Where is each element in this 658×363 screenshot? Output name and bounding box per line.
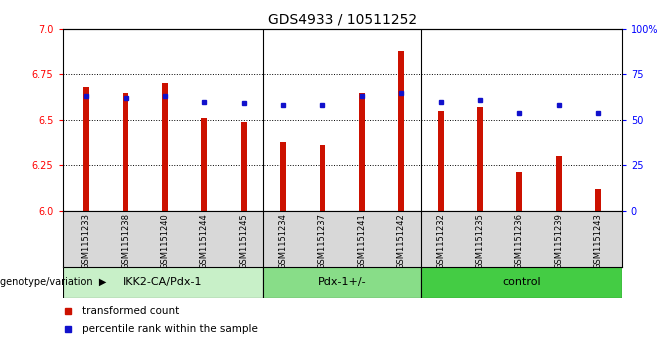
Text: percentile rank within the sample: percentile rank within the sample <box>82 323 258 334</box>
Bar <box>477 107 483 211</box>
Text: GSM1151239: GSM1151239 <box>554 213 563 269</box>
FancyBboxPatch shape <box>63 267 263 298</box>
Bar <box>122 93 128 211</box>
Text: control: control <box>502 277 541 287</box>
Text: transformed count: transformed count <box>82 306 180 317</box>
Text: Pdx-1+/-: Pdx-1+/- <box>318 277 367 287</box>
Bar <box>398 51 404 211</box>
Text: GSM1151235: GSM1151235 <box>476 213 484 269</box>
Text: GSM1151232: GSM1151232 <box>436 213 445 269</box>
Text: GSM1151234: GSM1151234 <box>278 213 288 269</box>
FancyBboxPatch shape <box>263 267 421 298</box>
Text: GSM1151237: GSM1151237 <box>318 213 327 269</box>
Bar <box>280 142 286 211</box>
Text: GSM1151245: GSM1151245 <box>240 213 248 269</box>
Bar <box>83 87 89 211</box>
Text: GSM1151241: GSM1151241 <box>357 213 367 269</box>
Bar <box>595 189 601 211</box>
Text: GSM1151243: GSM1151243 <box>594 213 603 269</box>
Text: GSM1151244: GSM1151244 <box>200 213 209 269</box>
Bar <box>162 83 168 211</box>
Text: genotype/variation  ▶: genotype/variation ▶ <box>0 277 107 287</box>
FancyBboxPatch shape <box>421 267 622 298</box>
Bar <box>517 172 522 211</box>
Bar <box>201 118 207 211</box>
Title: GDS4933 / 10511252: GDS4933 / 10511252 <box>268 12 417 26</box>
Text: GSM1151238: GSM1151238 <box>121 213 130 269</box>
Bar <box>556 156 562 211</box>
Bar <box>241 122 247 211</box>
Bar <box>359 93 365 211</box>
Text: GSM1151236: GSM1151236 <box>515 213 524 269</box>
Bar <box>438 111 443 211</box>
Text: GSM1151240: GSM1151240 <box>161 213 169 269</box>
Bar <box>320 145 326 211</box>
Text: GSM1151242: GSM1151242 <box>397 213 406 269</box>
Text: GSM1151233: GSM1151233 <box>82 213 91 269</box>
Text: IKK2-CA/Pdx-1: IKK2-CA/Pdx-1 <box>123 277 203 287</box>
